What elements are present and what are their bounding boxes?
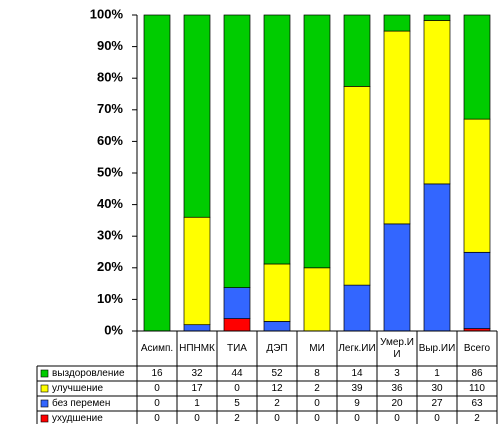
y-tick-label: 0% xyxy=(104,322,123,337)
bar-segment xyxy=(423,20,451,185)
category-cell: Всего xyxy=(463,343,491,354)
category-cell: Асимп. xyxy=(140,343,174,354)
bar-segment xyxy=(383,30,411,225)
bar-segment xyxy=(223,318,251,332)
y-tick-label: 50% xyxy=(97,164,123,179)
table-value: 27 xyxy=(431,398,443,409)
bar-segment xyxy=(143,14,171,332)
category-cell: ДЭП xyxy=(266,343,288,354)
bar-segment xyxy=(343,86,371,286)
table-value: 2 xyxy=(274,398,280,409)
bar-segment xyxy=(463,14,491,120)
table-value: 32 xyxy=(191,368,203,379)
legend-label: улучшение xyxy=(52,383,104,394)
table-value: 0 xyxy=(394,413,400,424)
table-value: 3 xyxy=(394,368,400,379)
x-tick-label: Выр.ИИ xyxy=(418,343,456,354)
bar-segment xyxy=(423,183,451,332)
category-cell: НПНМК xyxy=(179,343,215,354)
bar-segment xyxy=(183,324,211,332)
bar-segment xyxy=(463,251,491,329)
table-value: 30 xyxy=(431,383,443,394)
table-value: 86 xyxy=(471,368,483,379)
bar-segment xyxy=(303,14,331,269)
bar-segment xyxy=(183,216,211,326)
y-tick-label: 100% xyxy=(90,6,124,21)
table-value: 0 xyxy=(314,398,320,409)
legend-label: выздоровление xyxy=(52,368,125,379)
x-tick-label: МИ xyxy=(309,343,325,354)
bar-segment xyxy=(383,14,411,32)
bar-segment xyxy=(383,223,411,332)
bar-segment xyxy=(263,321,291,332)
table-value: 2 xyxy=(234,413,240,424)
x-tick-label: Асимп. xyxy=(140,343,174,354)
bar-segment xyxy=(183,14,211,218)
bar-segment xyxy=(263,263,291,322)
table-value: 0 xyxy=(314,413,320,424)
table-value: 17 xyxy=(191,383,203,394)
bar-segment xyxy=(223,287,251,319)
legend-swatch xyxy=(40,384,49,393)
table-value: 16 xyxy=(151,368,163,379)
y-tick-label: 30% xyxy=(97,228,123,243)
table-value: 8 xyxy=(314,368,320,379)
y-tick-label: 40% xyxy=(97,196,123,211)
table-value: 20 xyxy=(391,398,403,409)
bar-segment xyxy=(303,267,331,332)
table-value: 0 xyxy=(154,398,160,409)
table-value: 1 xyxy=(434,368,440,379)
bar-segment xyxy=(463,118,491,253)
table-value: 39 xyxy=(351,383,363,394)
x-tick-label: ТИА xyxy=(227,343,247,354)
category-cell: Выр.ИИ xyxy=(418,343,456,354)
y-tick-label: 90% xyxy=(97,38,123,53)
legend-label: без перемен xyxy=(52,397,110,409)
bar-segment xyxy=(263,14,291,265)
table-value: 36 xyxy=(391,383,403,394)
bar-segment xyxy=(343,14,371,87)
category-cell: ТИА xyxy=(227,343,247,354)
legend-swatch xyxy=(40,414,49,423)
y-tick-label: 60% xyxy=(97,133,123,148)
table-value: 52 xyxy=(271,368,283,379)
table-value: 9 xyxy=(354,398,360,409)
x-tick-label: ДЭП xyxy=(266,343,288,354)
legend-swatch xyxy=(40,399,49,408)
table-value: 2 xyxy=(474,413,480,424)
y-tick-label: 70% xyxy=(97,101,123,116)
table-value: 110 xyxy=(469,383,485,394)
category-cell: Легк.ИИ xyxy=(338,343,376,354)
y-tick-label: 20% xyxy=(97,259,123,274)
table-value: 44 xyxy=(231,368,243,379)
table-value: 2 xyxy=(314,383,320,394)
table-value: 63 xyxy=(471,398,483,409)
bar-segment xyxy=(423,14,451,21)
table-value: 0 xyxy=(274,413,280,424)
y-tick-label: 80% xyxy=(97,70,123,85)
table-value: 12 xyxy=(271,383,283,394)
x-tick-label: Умер.ИИ xyxy=(380,337,414,360)
table-value: 0 xyxy=(434,413,440,424)
x-tick-label: Легк.ИИ xyxy=(338,343,376,354)
bar-segment xyxy=(343,284,371,332)
legend-label: ухудшение xyxy=(52,413,103,424)
category-cell: Умер.ИИ xyxy=(380,337,414,360)
bar-segment xyxy=(223,14,251,288)
table-value: 0 xyxy=(354,413,360,424)
table-value: 0 xyxy=(154,413,160,424)
table-value: 5 xyxy=(234,398,240,409)
table-value: 14 xyxy=(351,368,363,379)
x-tick-label: Всего xyxy=(463,343,491,354)
y-tick-label: 10% xyxy=(97,291,123,306)
table-value: 1 xyxy=(194,398,200,409)
table-value: 0 xyxy=(194,413,200,424)
table-value: 0 xyxy=(154,383,160,394)
legend-swatch xyxy=(40,369,49,378)
category-cell: МИ xyxy=(309,343,325,354)
table-value: 0 xyxy=(234,383,240,394)
x-tick-label: НПНМК xyxy=(179,343,215,354)
